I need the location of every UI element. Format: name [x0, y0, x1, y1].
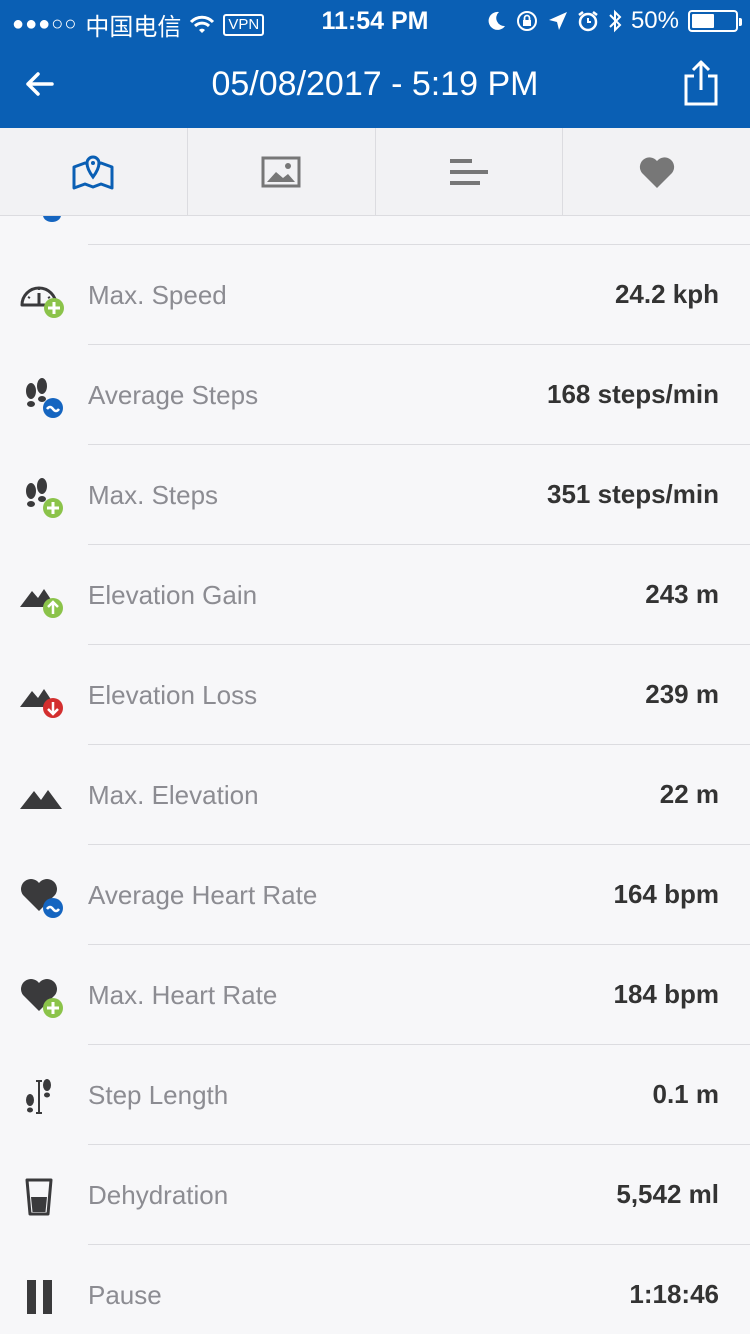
alarm-icon	[578, 11, 598, 32]
bluetooth-icon	[609, 9, 622, 33]
mountain-icon	[20, 790, 62, 809]
mountain-down-icon	[20, 689, 63, 718]
tab-heart[interactable]	[563, 128, 750, 215]
list-item[interactable]: Elevation Loss 239 m	[0, 645, 750, 745]
divider	[88, 1144, 750, 1145]
list-item[interactable]: Max. Speed 24.2 kph	[0, 245, 750, 345]
stat-value: 24.2 kph	[614, 279, 719, 309]
list-item[interactable]: Max. Elevation 22 m	[0, 745, 750, 845]
heart-plus-icon	[21, 979, 63, 1018]
vpn-badge: VPN	[223, 13, 265, 36]
divider	[88, 844, 750, 845]
list-item-partial	[88, 216, 750, 245]
carrier-name: 中国电信	[85, 14, 182, 41]
battery-icon	[688, 10, 742, 32]
step-length-icon	[26, 1079, 51, 1114]
list-item[interactable]: Max. Heart Rate 184 bpm	[0, 945, 750, 1045]
glass-icon	[25, 1178, 53, 1216]
list-item[interactable]: Pause 1:18:46	[0, 1245, 750, 1334]
stat-label: Step Length	[88, 1080, 229, 1110]
map-icon	[72, 155, 114, 189]
divider	[88, 1244, 750, 1245]
pause-icon	[27, 1280, 52, 1314]
stat-value: 168 steps/min	[547, 379, 719, 409]
stats-list: Max. Speed 24.2 kph Average Steps 168 st…	[0, 216, 750, 1334]
wifi-icon	[190, 15, 215, 33]
clock: 11:54 PM	[321, 7, 429, 35]
stat-label: Average Heart Rate	[88, 880, 318, 910]
location-arrow-icon	[548, 12, 567, 30]
photo-icon	[261, 156, 301, 187]
stat-label: Dehydration	[88, 1180, 229, 1210]
stat-value: 1:18:46	[629, 1279, 719, 1309]
list-item[interactable]: Average Heart Rate 164 bpm	[0, 845, 750, 945]
stat-value: 22 m	[659, 779, 719, 809]
signal-strength-icon: ●●●○○	[12, 13, 78, 35]
page-title: 05/08/2017 - 5:19 PM	[211, 65, 539, 103]
speedometer-plus-icon	[20, 286, 64, 318]
tab-stats[interactable]	[376, 128, 564, 215]
stat-label: Elevation Loss	[88, 680, 258, 710]
nav-bar: 05/08/2017 - 5:19 PM	[0, 40, 750, 128]
heart-icon	[639, 156, 674, 188]
stat-label: Average Steps	[88, 380, 259, 410]
back-arrow-icon[interactable]	[18, 62, 62, 106]
footsteps-plus-icon	[26, 478, 63, 518]
list-item[interactable]: Step Length 0.1 m	[0, 1045, 750, 1145]
stat-label: Max. Elevation	[88, 780, 259, 810]
divider	[88, 1044, 750, 1045]
stat-label: Elevation Gain	[88, 580, 258, 610]
stat-value: 164 bpm	[613, 879, 720, 909]
heart-average-icon	[21, 879, 63, 918]
stat-value: 243 m	[645, 579, 719, 609]
footsteps-average-icon	[26, 378, 63, 418]
stat-value: 239 m	[645, 679, 719, 709]
partial-row-icon	[43, 216, 61, 222]
battery-percent: 50%	[630, 7, 679, 34]
stat-value: 5,542 ml	[616, 1179, 719, 1209]
status-bar: ●●●○○ 中国电信 VPN 11:54 PM	[0, 0, 750, 41]
stats-icon	[449, 158, 488, 185]
divider	[88, 444, 750, 445]
top-bar: ●●●○○ 中国电信 VPN 11:54 PM	[0, 0, 750, 128]
moon-icon	[488, 11, 505, 30]
divider	[88, 644, 750, 645]
stat-label: Pause	[88, 1280, 162, 1310]
share-icon[interactable]	[678, 58, 724, 108]
divider	[88, 944, 750, 945]
mountain-up-icon	[20, 589, 63, 618]
list-item[interactable]: Dehydration 5,542 ml	[0, 1145, 750, 1245]
divider	[88, 344, 750, 345]
list-item[interactable]: Elevation Gain 243 m	[0, 545, 750, 645]
stat-value: 184 bpm	[613, 979, 720, 1009]
list-item[interactable]: Average Steps 168 steps/min	[0, 345, 750, 445]
list-item[interactable]: Max. Steps 351 steps/min	[0, 445, 750, 545]
stat-label: Max. Steps	[88, 480, 219, 510]
stat-value: 351 steps/min	[547, 479, 719, 509]
tab-bar	[0, 128, 750, 216]
stat-value: 0.1 m	[652, 1079, 720, 1109]
divider	[88, 544, 750, 545]
tab-map[interactable]	[0, 128, 188, 215]
divider	[88, 744, 750, 745]
tab-photos[interactable]	[188, 128, 376, 215]
rotation-lock-icon	[516, 11, 537, 31]
stat-label: Max. Speed	[88, 280, 227, 310]
stat-label: Max. Heart Rate	[88, 980, 278, 1010]
